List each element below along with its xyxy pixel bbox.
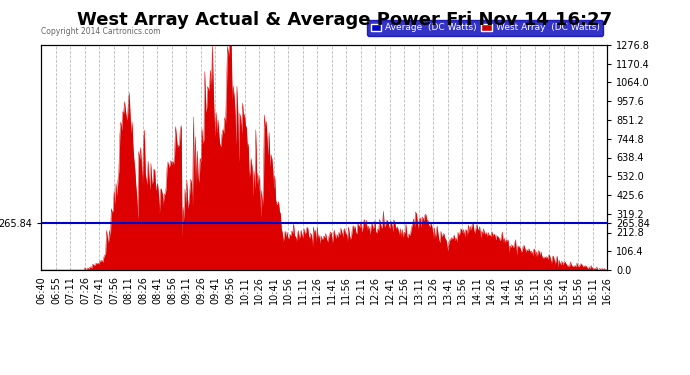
Text: Copyright 2014 Cartronics.com: Copyright 2014 Cartronics.com [41,27,161,36]
Text: West Array Actual & Average Power Fri Nov 14 16:27: West Array Actual & Average Power Fri No… [77,11,613,29]
Legend: Average  (DC Watts), West Array  (DC Watts): Average (DC Watts), West Array (DC Watts… [368,20,602,36]
